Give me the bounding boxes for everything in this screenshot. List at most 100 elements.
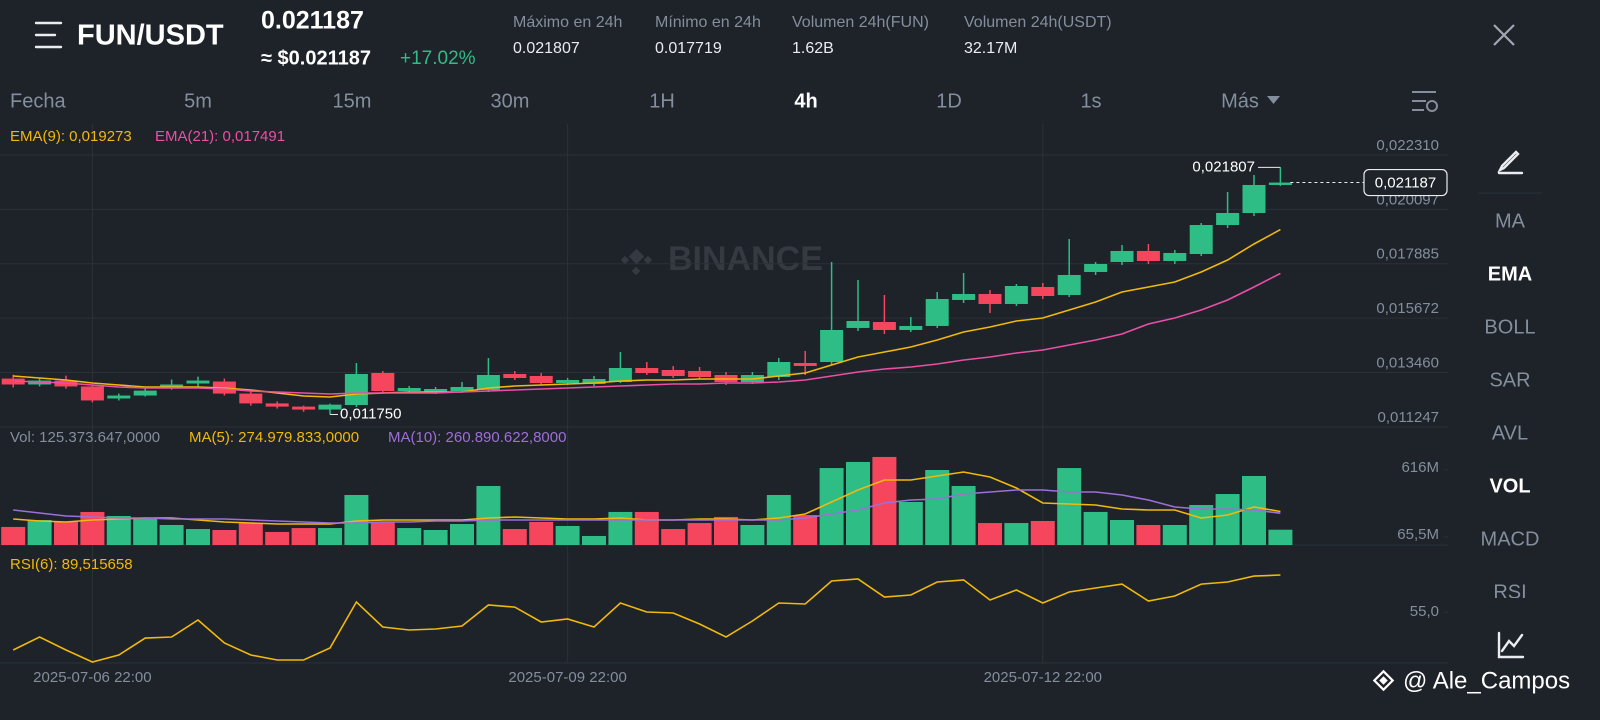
indicator-line — [13, 228, 1281, 398]
last-price: 0.021187 — [261, 7, 364, 35]
volume-bar — [819, 468, 844, 545]
candle-body — [133, 390, 157, 396]
credit-text: @ Ale_Campos — [1403, 667, 1570, 694]
y-tick-label: 0,017885 — [1376, 246, 1439, 263]
legend-entry: Vol: 125.373.647,0000 — [10, 429, 160, 446]
candle-body — [556, 379, 580, 384]
stat-label: Volumen 24h(USDT) — [964, 14, 1112, 31]
x-tick-label: 2025-07-09 22:00 — [508, 669, 626, 686]
candle-body — [424, 389, 448, 393]
volume-bar — [740, 525, 765, 545]
candle-body — [160, 384, 184, 388]
volume-bar — [1215, 494, 1240, 545]
pair-title[interactable]: FUN/USDT — [77, 20, 224, 52]
chart-settings-button[interactable] — [1412, 91, 1438, 112]
volume-bar — [529, 521, 554, 545]
legend-entry: MA(5): 274.979.833,0000 — [189, 429, 359, 446]
volume-bar — [846, 461, 870, 545]
menu-button[interactable] — [34, 21, 63, 49]
stat-label: Máximo en 24h — [513, 14, 622, 31]
candle-body — [371, 372, 395, 391]
candle-body — [1057, 274, 1081, 295]
high-label: 0,021807 — [1192, 158, 1255, 175]
tab[interactable]: 30m — [491, 90, 530, 112]
volume-bar — [1162, 525, 1187, 545]
candle-body — [793, 363, 817, 366]
volume-bar — [925, 470, 950, 545]
indicator-item[interactable]: MA — [1495, 210, 1526, 232]
low-label: 0,011750 — [340, 405, 401, 422]
tab[interactable]: 1s — [1080, 90, 1101, 112]
candle-body — [1136, 250, 1160, 261]
tab[interactable]: 15m — [333, 90, 372, 112]
candle-body — [476, 375, 500, 390]
tab[interactable]: 5m — [184, 90, 212, 112]
price-change: +17.02% — [400, 48, 476, 69]
volume-bar — [265, 531, 290, 545]
volume-bar — [212, 530, 237, 545]
dropdown-arrow — [1267, 96, 1280, 104]
candle-body — [767, 362, 791, 377]
volume-bar — [27, 520, 52, 545]
volume-bar — [793, 515, 818, 545]
stat-value: 1.62B — [792, 40, 834, 57]
stat-label: Volumen 24h(FUN) — [792, 14, 929, 31]
credit-logo — [1379, 676, 1388, 685]
volume-bar — [634, 511, 659, 545]
indicator-item[interactable]: BOLL — [1484, 316, 1535, 338]
legend-entry: RSI(6): 89,515658 — [10, 556, 133, 573]
chart-type-button[interactable] — [1497, 631, 1525, 659]
tab[interactable]: 1D — [936, 90, 962, 112]
indicator-line — [13, 272, 1281, 395]
candle-body — [186, 380, 210, 384]
indicator-item[interactable]: RSI — [1493, 581, 1526, 603]
stat-value: 0.017719 — [655, 40, 722, 57]
volume-bar — [555, 525, 580, 545]
candle-body — [1216, 212, 1240, 225]
watermark: BINANCE — [620, 240, 823, 278]
x-tick-label: 2025-07-12 22:00 — [984, 669, 1102, 686]
tab[interactable]: 4h — [794, 90, 817, 112]
chart-icon — [1500, 633, 1524, 653]
volume-bar — [714, 516, 738, 545]
indicator-item[interactable]: VOL — [1489, 475, 1530, 497]
chart-area: 2025-07-06 22:00 2025-07-09 22:00 2025-07-… — [0, 124, 1448, 686]
y-tick-label: 0,015672 — [1376, 300, 1439, 317]
volume-bar — [978, 523, 1002, 545]
close-button[interactable] — [1493, 24, 1515, 46]
settings-icon-gear — [1426, 100, 1438, 112]
indicator-item[interactable]: AVL — [1492, 422, 1528, 444]
tab[interactable]: 1H — [649, 90, 675, 112]
candle-body — [1031, 286, 1055, 296]
volume-bar — [159, 525, 184, 545]
candle-body — [1084, 263, 1108, 272]
volume-bar — [450, 524, 474, 545]
stat-value: 0.021807 — [513, 40, 580, 57]
candle-body — [1163, 252, 1187, 261]
candle-body — [239, 393, 263, 404]
tab[interactable]: Fecha — [10, 90, 66, 112]
volume-bar — [54, 521, 78, 545]
volume-bar — [238, 523, 263, 545]
candle-body — [872, 321, 896, 330]
volume-bar — [872, 456, 897, 545]
chart-icon — [1497, 631, 1525, 659]
volume-bar — [582, 535, 606, 545]
volume-bar — [608, 511, 633, 545]
y-tick-label: 0,022310 — [1376, 137, 1439, 154]
volume-bar — [502, 529, 527, 545]
indicator-item[interactable]: MACD — [1481, 528, 1540, 550]
draw-tool-button[interactable] — [1497, 150, 1524, 175]
last-price-label: 0,021187 — [1375, 175, 1436, 192]
candle-body — [978, 293, 1002, 304]
candle-body — [1189, 225, 1213, 254]
indicator-item[interactable]: EMA — [1488, 263, 1532, 285]
volume-bar — [476, 485, 501, 545]
price-usd: ≈ $0.021187 — [261, 47, 371, 69]
candle-body — [688, 370, 712, 377]
volume-bar — [1, 526, 26, 545]
indicator-item[interactable]: SAR — [1489, 369, 1530, 391]
tab[interactable]: Más — [1221, 90, 1259, 112]
